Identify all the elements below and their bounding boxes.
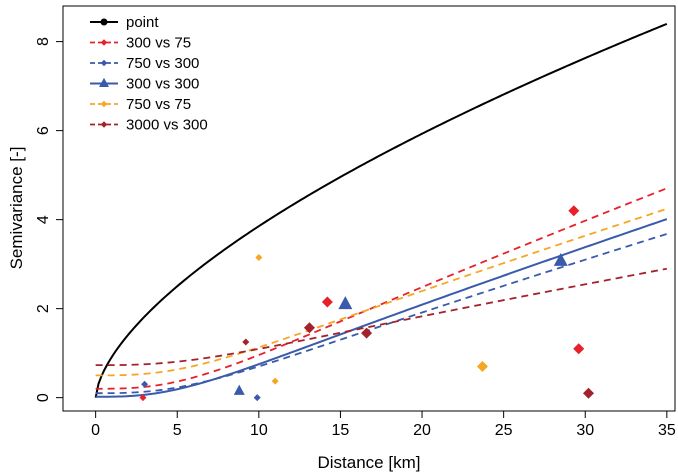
- y-tick-label: 6: [35, 126, 52, 135]
- data-point-750-vs-300: [253, 394, 261, 402]
- legend-label: 3000 vs 300: [126, 117, 208, 134]
- legend-label: 750 vs 300: [126, 55, 199, 72]
- data-point-750-vs-75: [255, 253, 263, 261]
- legend-marker: [100, 39, 108, 46]
- data-points: [139, 205, 595, 402]
- data-point-300-vs-300: [233, 384, 245, 395]
- legend: point 300 vs 75 750 vs 300 300 vs 300 750 vs…: [90, 14, 208, 134]
- y-tick-label: 4: [35, 215, 52, 224]
- x-tick-label: 0: [91, 422, 100, 439]
- curve-300-vs-75: [95, 187, 668, 390]
- x-tick-label: 25: [495, 422, 513, 439]
- data-point-750-vs-75: [476, 360, 488, 372]
- legend-marker: [99, 77, 109, 87]
- x-tick-label: 15: [332, 422, 350, 439]
- fitted-curves: [94, 22, 668, 398]
- data-point-300-vs-75: [321, 296, 333, 308]
- legend-entry: 750 vs 300: [90, 55, 199, 72]
- legend-label: point: [126, 14, 159, 31]
- data-point-3000-vs-300: [583, 387, 595, 399]
- y-axis: 0 2 4 6 8: [35, 37, 64, 402]
- data-point-300-vs-75: [568, 205, 580, 217]
- legend-marker: [100, 59, 108, 67]
- legend-marker: [100, 121, 108, 128]
- data-point-750-vs-300: [141, 380, 149, 388]
- y-tick-label: 2: [35, 304, 52, 313]
- legend-label: 300 vs 300: [126, 76, 199, 93]
- data-point-3000-vs-300: [303, 322, 315, 334]
- legend-entry: 300 vs 75: [90, 35, 191, 52]
- legend-marker: [100, 18, 108, 26]
- data-point-3000-vs-300: [361, 327, 373, 339]
- x-tick-label: 35: [658, 422, 676, 439]
- curve-300-vs-300: [95, 218, 668, 398]
- data-point-300-vs-300: [338, 296, 353, 310]
- curve-point: [94, 22, 668, 398]
- legend-entry: 300 vs 300: [90, 76, 199, 93]
- x-tick-label: 5: [173, 422, 182, 439]
- curve-750-vs-300: [95, 233, 668, 395]
- data-point-750-vs-75: [271, 377, 279, 385]
- x-tick-label: 10: [250, 422, 268, 439]
- x-tick-label: 20: [413, 422, 431, 439]
- y-tick-label: 0: [35, 393, 52, 402]
- legend-entry: 750 vs 75: [90, 96, 191, 113]
- legend-label: 750 vs 75: [126, 96, 191, 113]
- data-point-300-vs-75: [573, 343, 585, 355]
- data-point-300-vs-75: [139, 394, 147, 402]
- y-tick-label: 8: [35, 37, 52, 46]
- x-axis-label: Distance [km]: [318, 453, 421, 472]
- legend-marker: [100, 100, 108, 108]
- legend-label: 300 vs 75: [126, 35, 191, 52]
- legend-entry: 3000 vs 300: [90, 117, 208, 134]
- legend-entry: point: [90, 14, 159, 31]
- data-point-3000-vs-300: [242, 338, 250, 346]
- curve-3000-vs-300: [95, 267, 668, 367]
- x-tick-label: 30: [576, 422, 594, 439]
- y-axis-label: Semivariance [-]: [7, 147, 26, 270]
- x-axis: 0 5 10 15 20 25 30 35: [91, 410, 676, 439]
- curve-750-vs-75: [95, 207, 668, 377]
- data-point-300-vs-300: [553, 252, 568, 266]
